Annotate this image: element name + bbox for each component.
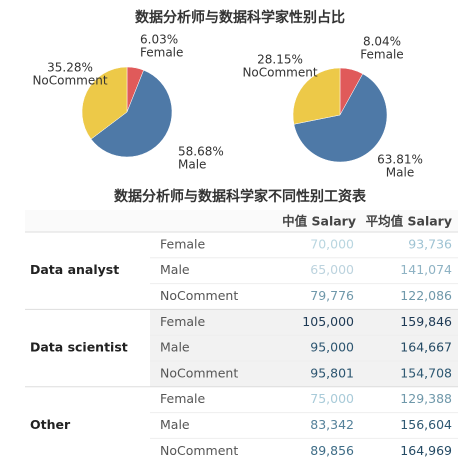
- row-label: Male: [160, 417, 190, 432]
- pie-slice: [90, 69, 173, 158]
- group-label: Other: [30, 417, 71, 432]
- slice-value-label: 8.04%: [363, 35, 401, 49]
- row-label: Female: [160, 391, 206, 406]
- pie-slice: [292, 67, 341, 125]
- table-title: 数据分析师与数据科学家不同性别工资表: [114, 188, 367, 205]
- row-label: NoComment: [160, 443, 238, 458]
- cell: 93,736: [408, 236, 452, 251]
- cell: 70,000: [310, 236, 354, 251]
- cell: 79,776: [310, 288, 354, 303]
- slice-category-label: Male: [386, 166, 414, 180]
- cell: 154,708: [400, 365, 452, 380]
- slice-value-label: 35.28%: [47, 61, 93, 75]
- pie-slice: [293, 73, 388, 163]
- cell: 164,667: [400, 340, 452, 355]
- slice-category-label: Female: [140, 46, 183, 60]
- slice-value-label: 28.15%: [257, 53, 303, 67]
- cell: 95,801: [310, 365, 354, 380]
- row-label: Female: [160, 314, 206, 329]
- column-header: 中值 Salary: [282, 214, 356, 229]
- cell: 129,388: [400, 391, 452, 406]
- slice-category-label: Male: [178, 158, 206, 172]
- slice-category-label: NoComment: [32, 74, 107, 88]
- cell: 156,604: [400, 417, 452, 432]
- cell: 141,074: [400, 262, 452, 277]
- pie-slice: [81, 66, 128, 140]
- cell: 95,000: [310, 340, 354, 355]
- slice-value-label: 58.68%: [178, 145, 224, 159]
- row-label: Female: [160, 236, 206, 251]
- cell: 75,000: [310, 391, 354, 406]
- slice-value-label: 6.03%: [140, 33, 178, 47]
- group-label: Data analyst: [30, 262, 119, 277]
- column-header: 平均值 Salary: [366, 214, 452, 229]
- slice-value-label: 63.81%: [377, 153, 423, 167]
- cell: 65,000: [310, 262, 354, 277]
- cell: 122,086: [400, 288, 452, 303]
- table-header-bg: [25, 210, 458, 232]
- cell: 164,969: [400, 443, 452, 458]
- group-bg: [150, 309, 458, 387]
- row-label: Male: [160, 340, 190, 355]
- slice-category-label: NoComment: [242, 66, 317, 80]
- cell: 83,342: [310, 417, 354, 432]
- cell: 159,846: [400, 314, 452, 329]
- cell: 105,000: [302, 314, 354, 329]
- chart-title: 数据分析师与数据科学家性别占比: [135, 9, 345, 26]
- group-label: Data scientist: [30, 340, 128, 355]
- row-label: NoComment: [160, 288, 238, 303]
- slice-category-label: Female: [360, 48, 403, 62]
- row-label: Male: [160, 262, 190, 277]
- cell: 89,856: [310, 443, 354, 458]
- row-label: NoComment: [160, 365, 238, 380]
